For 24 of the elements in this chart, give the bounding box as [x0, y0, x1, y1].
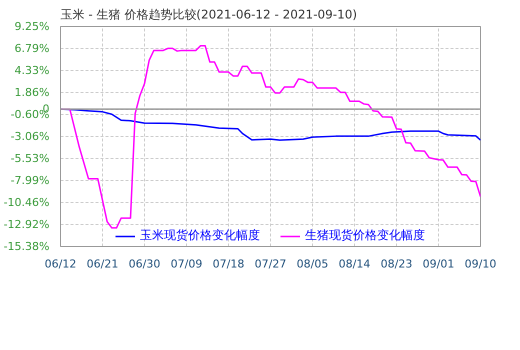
y-tick-label: 1.86%	[14, 86, 50, 100]
x-tick-label: 09/01	[422, 258, 454, 270]
x-tick-label: 06/12	[44, 258, 76, 270]
y-tick-label: -3.06%	[10, 130, 50, 143]
x-tick-label: 07/09	[170, 258, 202, 270]
legend-label: 生猪现货价格变化幅度	[305, 227, 425, 244]
y-tick-label: -5.53%	[10, 152, 50, 166]
y-tick-label: -7.99%	[10, 174, 50, 187]
x-tick-label: 09/10	[464, 258, 496, 270]
chart-title: 玉米 - 生猪 价格趋势比较(2021-06-12 - 2021-09-10)	[60, 8, 358, 22]
x-tick-label: 08/14	[338, 258, 370, 270]
y-tick-label: -15.38%	[4, 240, 50, 253]
x-tick-label: 07/27	[254, 258, 286, 270]
y-tick-label: -10.46%	[4, 196, 50, 210]
x-tick-label: 08/23	[380, 258, 412, 270]
y-tick-label: 6.79%	[14, 42, 50, 55]
x-tick-label: 06/21	[86, 258, 118, 270]
y-tick-label: -12.92%	[4, 218, 50, 232]
y-tick-label: 4.33%	[14, 64, 50, 77]
legend-label: 玉米现货价格变化幅度	[140, 227, 260, 244]
x-tick-label: 07/18	[212, 258, 244, 270]
y-tick-label: 9.25%	[14, 20, 50, 33]
x-tick-label: 06/30	[128, 258, 160, 270]
x-tick-label: 08/05	[296, 258, 328, 270]
